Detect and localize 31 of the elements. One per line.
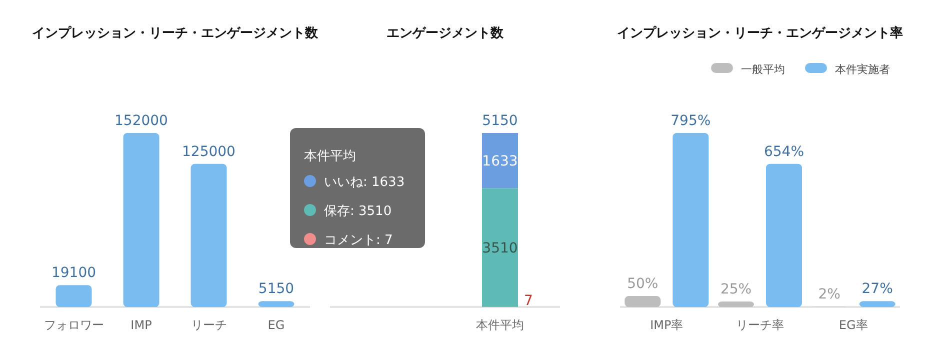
data-label: 795% bbox=[670, 113, 711, 129]
x-tick-label: EG率 bbox=[838, 318, 868, 332]
data-label: 7 bbox=[524, 293, 533, 309]
data-label: 5150 bbox=[258, 281, 294, 298]
chart-title: インプレッション・リーチ・エンゲージメント数 bbox=[32, 25, 319, 41]
legend-label: 保存: 3510 bbox=[324, 204, 392, 219]
legend-label: 本件実施者 bbox=[835, 63, 890, 76]
data-label: 25% bbox=[720, 282, 752, 298]
x-tick-label: 本件平均 bbox=[476, 318, 524, 332]
x-tick-label: EG bbox=[268, 318, 285, 332]
data-label: 3510 bbox=[482, 240, 518, 256]
chart-title: エンゲージメント数 bbox=[386, 26, 504, 41]
legend-label: いいね: 1633 bbox=[324, 175, 405, 190]
data-label: 2% bbox=[818, 286, 840, 303]
data-label: 27% bbox=[862, 281, 893, 298]
x-tick-label: IMP率 bbox=[650, 318, 684, 332]
chart-title: インプレッション・リーチ・エンゲージメント率 bbox=[617, 25, 903, 41]
data-label: 50% bbox=[627, 276, 658, 292]
x-tick-label: リーチ bbox=[190, 318, 227, 332]
data-label: 654% bbox=[764, 144, 804, 160]
x-tick-label: フォロワー bbox=[44, 318, 104, 332]
total-label: 5150 bbox=[482, 113, 518, 129]
data-label: 1633 bbox=[482, 154, 518, 170]
x-tick-label: リーチ率 bbox=[736, 318, 784, 332]
legend-label: コメント: 7 bbox=[324, 233, 393, 248]
x-tick-label: IMP bbox=[130, 318, 152, 332]
data-label: 152000 bbox=[114, 113, 168, 129]
data-label: 125000 bbox=[182, 144, 236, 160]
data-label: 19100 bbox=[51, 265, 96, 282]
legend-label: 一般平均 bbox=[741, 63, 785, 76]
legend-title: 本件平均 bbox=[304, 149, 356, 164]
